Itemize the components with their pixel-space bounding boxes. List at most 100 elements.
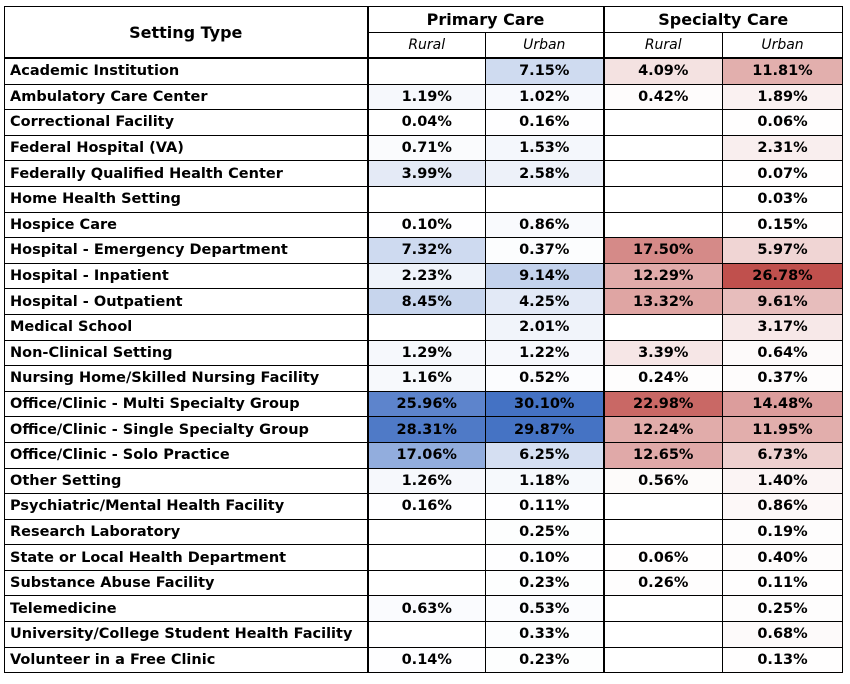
specialty-urban-cell: 0.19%	[722, 518, 843, 546]
setting-type-header: Setting Type	[4, 6, 368, 59]
primary-urban-cell: 2.01%	[485, 313, 604, 341]
primary-urban-cell: 0.52%	[485, 365, 604, 392]
setting-label: Office/Clinic - Solo Practice	[4, 441, 368, 469]
setting-label: Hospital - Emergency Department	[4, 237, 368, 264]
specialty-rural-cell: 22.98%	[602, 390, 723, 418]
primary-rural-cell: 0.63%	[366, 595, 486, 623]
primary-urban-cell: 30.10%	[485, 390, 604, 418]
table-row: Medical School 2.01% 3.17%	[4, 313, 843, 341]
primary-urban-cell: 1.02%	[485, 83, 604, 111]
setting-label: Home Health Setting	[4, 185, 368, 213]
specialty-rural-header: Rural	[602, 32, 723, 59]
table-row: University/College Student Health Facili…	[4, 621, 843, 648]
setting-label: Research Laboratory	[4, 518, 368, 546]
table-row: Hospital - Outpatient 8.45% 4.25% 13.32% 9.6…	[4, 288, 843, 315]
primary-rural-cell	[366, 569, 486, 597]
specialty-rural-cell: 12.24%	[602, 416, 723, 443]
primary-rural-cell	[366, 185, 486, 213]
primary-rural-cell: 28.31%	[366, 416, 486, 443]
specialty-urban-cell: 0.86%	[722, 493, 843, 520]
setting-label: Other Setting	[4, 467, 368, 495]
primary-rural-header: Rural	[366, 32, 486, 59]
specialty-urban-cell: 26.78%	[722, 262, 843, 290]
primary-care-header: Primary Care	[366, 6, 604, 33]
table-row: Hospital - Emergency Department 7.32% 0.37…	[4, 237, 843, 264]
specialty-rural-cell: 4.09%	[602, 57, 723, 85]
primary-rural-cell: 0.16%	[366, 493, 486, 520]
setting-label: Volunteer in a Free Clinic	[4, 646, 368, 674]
primary-urban-cell: 7.15%	[485, 57, 604, 85]
specialty-urban-cell: 0.68%	[722, 621, 843, 648]
specialty-urban-cell: 0.06%	[722, 109, 843, 136]
specialty-rural-cell: 0.56%	[602, 467, 723, 495]
specialty-rural-cell: 0.06%	[602, 544, 723, 571]
primary-rural-cell: 8.45%	[366, 288, 486, 315]
primary-rural-cell: 1.16%	[366, 365, 486, 392]
setting-label: Hospital - Outpatient	[4, 288, 368, 315]
specialty-rural-cell	[602, 518, 723, 546]
table-row: Hospice Care 0.10% 0.86% 0.15%	[4, 211, 843, 239]
primary-rural-cell	[366, 57, 486, 85]
specialty-urban-cell: 1.40%	[722, 467, 843, 495]
table-row: Hospital - Inpatient 2.23% 9.14% 12.29% 26.7…	[4, 262, 843, 290]
primary-rural-cell	[366, 621, 486, 648]
primary-urban-cell: 0.23%	[485, 569, 604, 597]
specialty-urban-cell: 0.15%	[722, 211, 843, 239]
specialty-urban-cell: 0.64%	[722, 339, 843, 367]
primary-urban-cell: 0.23%	[485, 646, 604, 674]
primary-urban-cell: 1.53%	[485, 134, 604, 162]
table-row: Psychiatric/Mental Health Facility 0.16% 0…	[4, 493, 843, 520]
specialty-urban-cell: 0.03%	[722, 185, 843, 213]
specialty-urban-cell: 1.89%	[722, 83, 843, 111]
table-row: Office/Clinic - Single Specialty Group 28…	[4, 416, 843, 443]
primary-rural-cell: 1.19%	[366, 83, 486, 111]
specialty-rural-cell	[602, 160, 723, 187]
primary-rural-cell: 0.14%	[366, 646, 486, 674]
primary-rural-cell	[366, 544, 486, 571]
setting-label: Federally Qualified Health Center	[4, 160, 368, 187]
setting-label: Hospital - Inpatient	[4, 262, 368, 290]
specialty-urban-cell: 5.97%	[722, 237, 843, 264]
specialty-rural-cell	[602, 134, 723, 162]
setting-label: Office/Clinic - Multi Specialty Group	[4, 390, 368, 418]
primary-urban-cell: 29.87%	[485, 416, 604, 443]
table-row: Office/Clinic - Solo Practice 17.06% 6.25%…	[4, 441, 843, 469]
setting-label: Correctional Facility	[4, 109, 368, 136]
table-row: Non-Clinical Setting 1.29% 1.22% 3.39% 0.64%	[4, 339, 843, 367]
primary-rural-cell: 17.06%	[366, 441, 486, 469]
specialty-urban-cell: 11.81%	[722, 57, 843, 85]
specialty-urban-cell: 9.61%	[722, 288, 843, 315]
table-row: Volunteer in a Free Clinic 0.14% 0.23% 0.13…	[4, 646, 843, 674]
setting-label: Office/Clinic - Single Specialty Group	[4, 416, 368, 443]
primary-urban-cell: 0.16%	[485, 109, 604, 136]
table-row: Academic Institution 7.15% 4.09% 11.81%	[4, 57, 843, 85]
specialty-urban-cell: 0.25%	[722, 595, 843, 623]
table-row: Substance Abuse Facility 0.23% 0.26% 0.11%	[4, 569, 843, 597]
primary-urban-cell: 0.37%	[485, 237, 604, 264]
specialty-urban-header: Urban	[722, 32, 843, 59]
table-row: State or Local Health Department 0.10% 0.0…	[4, 544, 843, 571]
setting-label: State or Local Health Department	[4, 544, 368, 571]
table-row: Telemedicine 0.63% 0.53% 0.25%	[4, 595, 843, 623]
primary-urban-cell: 0.25%	[485, 518, 604, 546]
setting-label: Psychiatric/Mental Health Facility	[4, 493, 368, 520]
specialty-urban-cell: 6.73%	[722, 441, 843, 469]
primary-urban-cell	[485, 185, 604, 213]
setting-label: Nursing Home/Skilled Nursing Facility	[4, 365, 368, 392]
specialty-rural-cell: 12.29%	[602, 262, 723, 290]
primary-urban-cell: 1.22%	[485, 339, 604, 367]
setting-label: Hospice Care	[4, 211, 368, 239]
specialty-rural-cell	[602, 211, 723, 239]
specialty-rural-cell	[602, 313, 723, 341]
specialty-rural-cell: 12.65%	[602, 441, 723, 469]
setting-label: Ambulatory Care Center	[4, 83, 368, 111]
specialty-urban-cell: 0.07%	[722, 160, 843, 187]
specialty-urban-cell: 2.31%	[722, 134, 843, 162]
specialty-rural-cell	[602, 185, 723, 213]
primary-urban-cell: 0.33%	[485, 621, 604, 648]
primary-rural-cell: 0.10%	[366, 211, 486, 239]
setting-label: Non-Clinical Setting	[4, 339, 368, 367]
primary-rural-cell: 0.71%	[366, 134, 486, 162]
specialty-rural-cell: 17.50%	[602, 237, 723, 264]
specialty-rural-cell: 0.42%	[602, 83, 723, 111]
